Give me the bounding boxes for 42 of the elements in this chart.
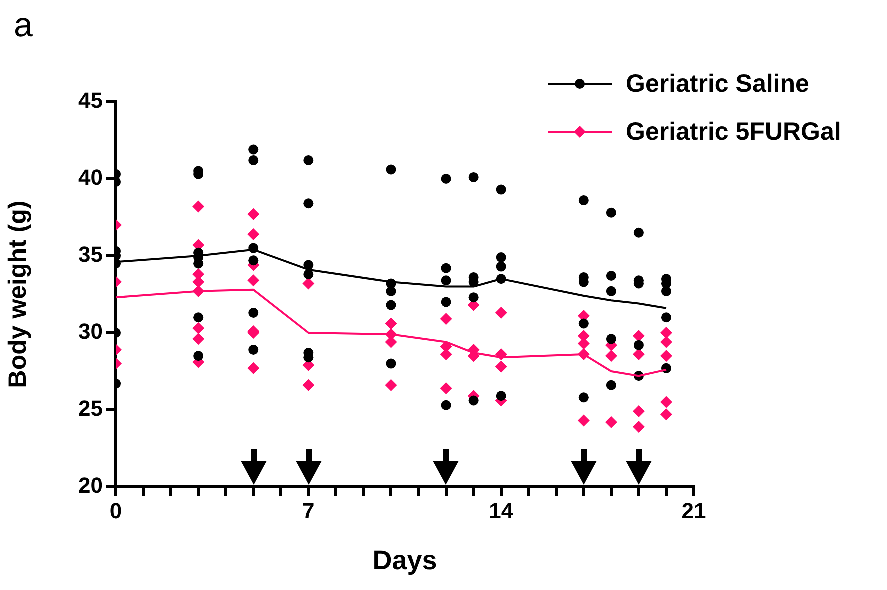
point [248,362,260,374]
point [605,350,618,362]
point [660,336,672,348]
y-tick-label: 40 [78,165,103,190]
x-axis-title: Days [372,545,438,576]
x-tick-label: 0 [110,498,122,524]
y-tick-label: 20 [78,473,103,498]
y-tick-label: 45 [78,88,103,114]
y-tick-label: 30 [78,319,103,344]
legend-label: Geriatric 5FURGal [626,118,842,146]
point [302,278,315,290]
y-tick-label: 35 [78,242,103,268]
point [660,408,672,421]
point [495,306,508,319]
point [632,420,645,433]
point [660,350,672,362]
point [248,274,260,287]
point [632,330,645,342]
point [495,360,508,373]
chart-title: a [14,6,33,44]
point [660,327,672,339]
point [385,379,398,392]
point [605,416,618,428]
legend-label: Geriatric Saline [626,70,810,98]
point [302,379,315,392]
point [192,200,205,213]
point [192,333,205,346]
point [440,382,452,394]
x-tick-label: 14 [489,498,514,524]
y-axis-title: Body weight (g) [4,200,32,388]
x-tick-label: 21 [682,498,706,524]
point [632,348,645,361]
point [440,313,452,326]
point [248,228,260,240]
point [385,318,398,330]
point [248,208,260,220]
x-tick-label: 7 [302,498,315,524]
point [632,406,645,418]
point [578,414,590,427]
y-tick-label: 25 [78,396,103,422]
point [192,322,205,334]
point [660,396,672,408]
